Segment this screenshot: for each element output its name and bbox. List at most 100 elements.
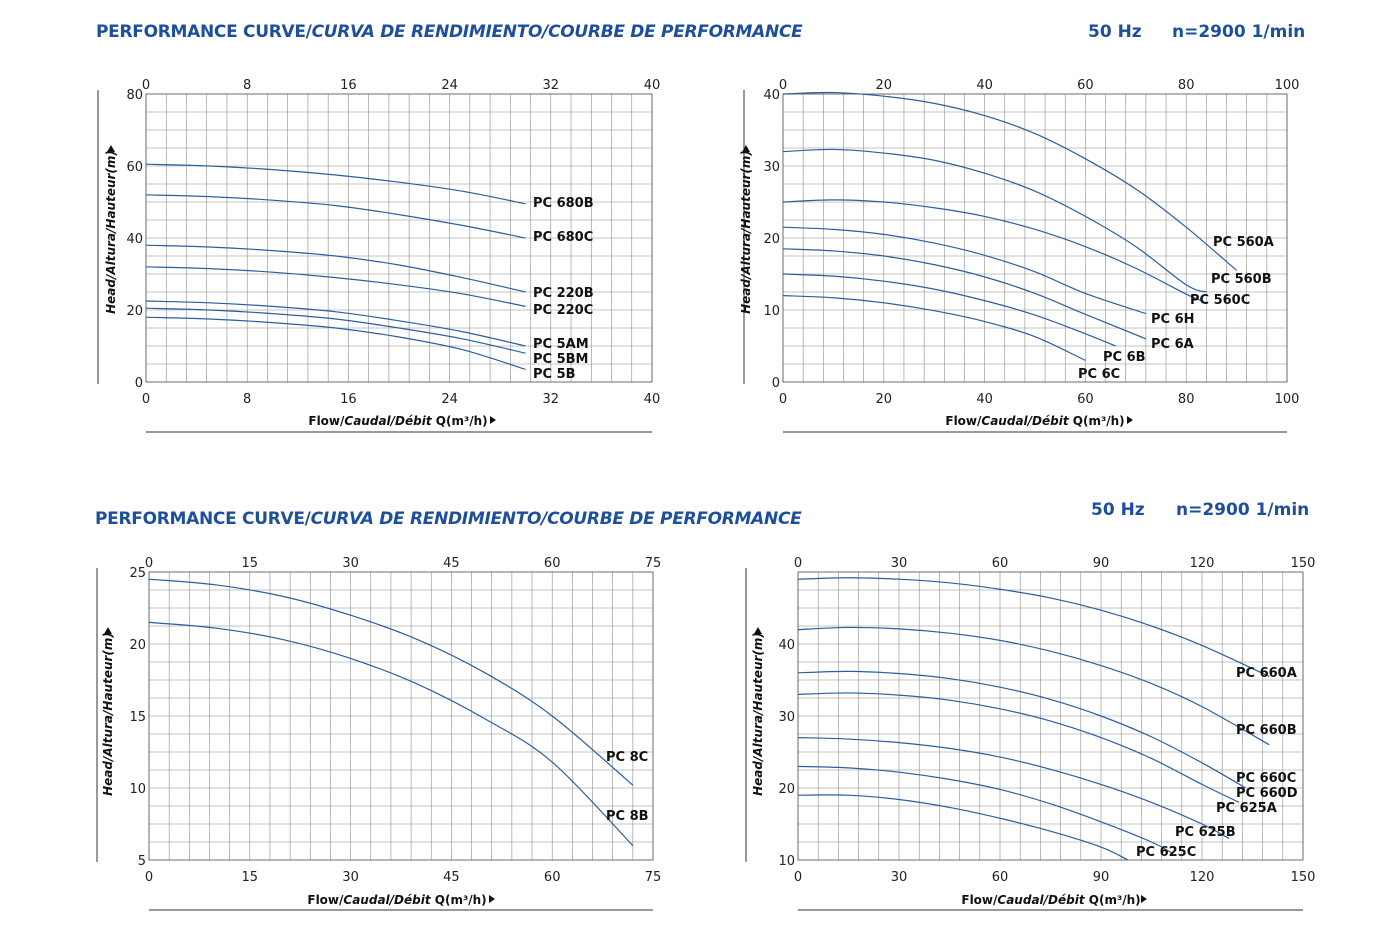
x-tick-label-bottom: 0 [142,392,150,407]
y-tick-label: 30 [778,710,795,725]
x-axis-arrow-icon [1141,895,1147,903]
series-label: PC 660D [1236,786,1298,801]
x-axis-label: Flow/Caudal/Débit Q(m³/h) [308,414,487,428]
series-label: PC 5B [533,367,576,382]
x-tick-label-top: 0 [142,78,150,93]
y-axis-arrow-icon [104,627,112,634]
series-label: PC 660C [1236,771,1296,786]
series-label: PC 625B [1175,825,1236,840]
x-tick-label-top: 8 [243,78,251,93]
x-tick-label-top: 80 [1178,78,1195,93]
x-axis-label-main: Flow/ [308,414,345,428]
y-tick-label: 40 [126,232,143,247]
y-tick-label: 20 [129,638,146,653]
series-line [145,194,526,239]
x-tick-label-top: 16 [340,78,357,93]
x-tick-label-top: 24 [441,78,458,93]
series-line [148,578,634,786]
series-label: PC 6H [1151,312,1195,327]
x-tick-label-bottom: 8 [243,392,251,407]
series-line [145,163,526,205]
series-line [782,295,1086,361]
x-axis-label-unit: Q(m³/h) [1069,414,1125,428]
series-line [797,577,1270,677]
x-tick-label-bottom: 100 [1275,392,1300,407]
x-tick-label-bottom: 40 [976,392,993,407]
x-axis-label-italic: Caudal/Débit [344,414,432,428]
y-tick-label: 10 [763,304,780,319]
plot-frame [782,93,1288,383]
y-tick-label: 80 [126,88,143,103]
x-tick-label-top: 60 [544,556,561,571]
y-tick-label: 40 [778,638,795,653]
x-axis-label-unit: Q(m³/h) [432,414,488,428]
x-tick-label-top: 32 [543,78,560,93]
y-axis-label: Head/Altura/Hauteur(m) [104,150,118,314]
x-tick-label-top: 45 [443,556,460,571]
x-tick-label-top: 30 [342,556,359,571]
y-tick-label: 60 [126,160,143,175]
series-label: PC 660B [1236,723,1297,738]
chart-2: 002020404060608080100100010203040Head/Al… [739,78,1300,433]
y-axis-arrow-icon [754,627,762,634]
series-line [782,91,1237,271]
y-axis-arrow-icon [107,145,115,152]
header-title-top: PERFORMANCE CURVE/CURVA DE RENDIMIENTO/C… [96,22,803,42]
series-label: PC 6A [1151,337,1194,352]
series-label: PC 560A [1213,235,1274,250]
series-line [797,692,1240,803]
series-line [145,307,526,354]
x-tick-label-bottom: 60 [544,870,561,885]
x-tick-label-top: 150 [1291,556,1316,571]
y-tick-label: 15 [129,710,146,725]
y-tick-label: 30 [763,160,780,175]
title-main: PERFORMANCE CURVE/ [96,22,312,42]
x-tick-label-bottom: 30 [891,870,908,885]
x-axis-label-italic: Caudal/Débit [981,414,1069,428]
x-axis-label-unit: Q(m³/h) [1085,893,1141,907]
series-line [797,670,1247,789]
x-axis-label-italic: Caudal/Débit [343,893,431,907]
plot-frame [145,93,653,383]
y-axis-arrow-icon [742,145,750,152]
series-label: PC 8B [606,809,649,824]
x-tick-label-top: 40 [976,78,993,93]
series-line [145,316,526,370]
y-tick-label: 10 [129,782,146,797]
y-tick-label: 10 [778,854,795,869]
x-axis-arrow-icon [489,895,495,903]
series-line [797,765,1172,854]
x-tick-label-top: 0 [145,556,153,571]
title-italic: CURVA DE RENDIMIENTO/COURBE DE PERFORMAN… [311,22,803,42]
x-tick-label-top: 40 [644,78,661,93]
chart-3: 0 0 15 15 30 30 45 45 60 60 75 75 5 10 15 20 25 Head/Altu… [96,556,662,911]
x-tick-label-top: 100 [1275,78,1300,93]
x-tick-label-top: 120 [1190,556,1215,571]
x-tick-label-bottom: 150 [1291,870,1316,885]
series-line [782,248,1147,340]
x-axis-label: Flow/Caudal/Débit Q(m³/h) [945,414,1124,428]
series-label: PC 560C [1190,293,1250,308]
x-tick-label-bottom: 60 [1077,392,1094,407]
x-tick-label-top: 30 [891,556,908,571]
x-tick-label-bottom: 120 [1190,870,1215,885]
speed-top: n=2900 1/min [1172,22,1306,42]
x-tick-label-bottom: 16 [340,392,357,407]
series-line [782,273,1116,347]
y-tick-label: 5 [138,854,146,869]
x-axis-label-unit: Q(m³/h) [431,893,487,907]
x-tick-label-top: 0 [794,556,802,571]
x-axis-label-italic: Caudal/Débit [997,893,1085,907]
y-axis-label: Head/Altura/Hauteur(m) [739,150,753,314]
series-label: PC 8C [606,750,648,765]
x-tick-label-bottom: 75 [645,870,662,885]
x-axis-arrow-icon [490,416,496,424]
plot-frame [797,571,1304,861]
speed-bottom: n=2900 1/min [1176,500,1310,520]
y-tick-label: 20 [778,782,795,797]
x-axis-label-main: Flow/ [961,893,998,907]
x-tick-label-bottom: 20 [876,392,893,407]
x-axis-arrow-icon [1127,416,1133,424]
x-tick-label-top: 90 [1093,556,1110,571]
